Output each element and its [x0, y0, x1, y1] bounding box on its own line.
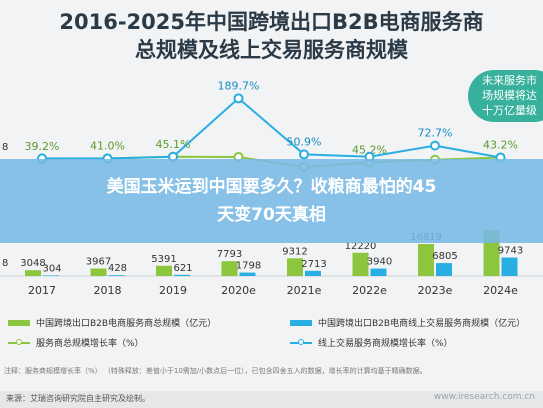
x-tick-label-2020e: 2020e: [221, 284, 256, 297]
bar-total-2018: [90, 268, 107, 276]
legend-swatch-bar-online: [290, 319, 312, 326]
legend-line-total: 服务商总规模增长率（%）: [8, 336, 144, 349]
bar-total-2017: [25, 270, 41, 276]
bar-online-label-2019: 621: [173, 263, 192, 274]
x-tick-label-2024e: 2024e: [483, 284, 518, 297]
callout-line-1: 未来服务市: [482, 74, 537, 87]
bar-total-2022e: [352, 252, 369, 276]
bar-online-2019: [174, 274, 190, 276]
growth-label-total-2024e: 43.2%: [483, 139, 518, 152]
bar-online-2022e: [370, 268, 387, 276]
chart-title: 2016-2025年中国跨境出口B2B电商服务商 总规模及线上交易服务商规模: [0, 8, 543, 64]
chart-footnote: 注释：服务商规模增长率（%） （特殊释放：差值小于10需加/小数点后一位），已包…: [4, 367, 427, 375]
headline-line-2: 天变70天真相: [217, 205, 326, 225]
legend-bar-total: 中国跨境出口B2B电商服务商总规模（亿元）: [8, 316, 216, 329]
x-tick-label-2021e: 2021e: [287, 284, 322, 297]
growth-label-total-2022e: 45.2%: [352, 143, 387, 156]
x-tick-label-2019: 2019: [159, 284, 187, 297]
headline-line-1: 美国玉米运到中国要多久？收粮商最怕的45: [106, 177, 437, 197]
legend-swatch-line-total: [8, 338, 30, 345]
bar-online-2024e: [501, 257, 518, 276]
legend-label-line-online: 线上交易服务商规模增长率（%）: [318, 339, 453, 349]
bar-online-label-2018: 428: [108, 263, 127, 274]
bar-online-label-2024e: 9743: [498, 245, 523, 256]
left-edge-label-1: 8: [2, 258, 8, 269]
bar-online-2020e: [239, 272, 256, 276]
bar-online-label-2023e: 6805: [432, 251, 457, 262]
chart-footer: 来源：艾瑞咨询研究院自主研究及绘制。 www.iresearch.com.cn: [0, 391, 543, 408]
bar-total-label-2021e: 9312: [282, 246, 307, 257]
growth-label-total-2019: 45.1%: [156, 138, 191, 151]
bar-online-label-2017: 304: [42, 263, 61, 274]
bar-total-label-2017: 3048: [20, 258, 45, 269]
growth-point-online-2021e: [299, 149, 309, 160]
growth-label-total-2017: 39.2%: [25, 140, 60, 153]
bar-online-2021e: [305, 270, 321, 276]
left-edge-label-0: 8: [2, 142, 8, 153]
forecast-callout-badge: 未来服务市 场规模将达 十万亿量级: [468, 70, 543, 122]
bar-total-label-2019: 5391: [151, 254, 176, 265]
legend-swatch-line-online: [290, 338, 312, 345]
growth-label-total-2018: 41.0%: [90, 139, 125, 152]
legend-line-online: 线上交易服务商规模增长率（%）: [290, 336, 453, 349]
x-tick-label-2023e: 2023e: [418, 284, 453, 297]
x-tick-label-2017: 2017: [28, 284, 56, 297]
growth-label-online-2021e: 50.9%: [287, 135, 322, 148]
chart-title-line-1: 2016-2025年中国跨境出口B2B电商服务商: [59, 10, 484, 34]
growth-label-online-2020e: 189.7%: [218, 79, 260, 92]
growth-line-online: [41, 96, 501, 160]
callout-line-2: 场规模将达: [482, 89, 537, 102]
bar-online-2023e: [436, 263, 452, 276]
bar-total-2023e: [418, 244, 434, 276]
source-note: 来源：艾瑞咨询研究院自主研究及绘制。: [6, 394, 150, 403]
bar-online-label-2020e: 1798: [236, 261, 261, 272]
bar-online-2018: [108, 275, 125, 276]
bar-online-label-2021e: 2713: [301, 259, 326, 270]
bar-total-2021e: [287, 258, 303, 276]
legend-label-bar-total: 中国跨境出口B2B电商服务商总规模（亿元）: [36, 319, 217, 329]
legend-label-bar-online: 中国跨境出口B2B电商线上交易服务商规模（亿元）: [318, 319, 526, 329]
legend-swatch-bar-total: [8, 319, 30, 326]
bar-total-2019: [156, 265, 172, 276]
growth-point-online-2020e: [233, 93, 244, 104]
growth-point-online-2023e: [430, 140, 440, 151]
x-tick-label-2018: 2018: [94, 284, 122, 297]
bar-total-label-2020e: 7793: [217, 249, 242, 260]
x-tick-label-2022e: 2022e: [352, 284, 387, 297]
bar-total-label-2022e: 12220: [345, 241, 377, 252]
legend-bar-online: 中国跨境出口B2B电商线上交易服务商规模（亿元）: [290, 316, 525, 329]
legend-label-line-total: 服务商总规模增长率（%）: [36, 339, 144, 349]
growth-label-online-2023e: 72.7%: [418, 127, 453, 140]
bar-online-label-2022e: 3940: [367, 257, 392, 268]
bar-total-label-2018: 3967: [86, 256, 111, 267]
chart-title-line-2: 总规模及线上交易服务商规模: [135, 38, 408, 62]
article-headline-overlay[interactable]: 美国玉米运到中国要多久？收粮商最怕的45 天变70天真相: [0, 159, 543, 243]
watermark-text: www.iresearch.com.cn: [433, 392, 535, 402]
bar-total-2020e: [221, 261, 238, 276]
bar-online-2017: [43, 275, 59, 276]
callout-line-3: 十万亿量级: [482, 104, 537, 117]
